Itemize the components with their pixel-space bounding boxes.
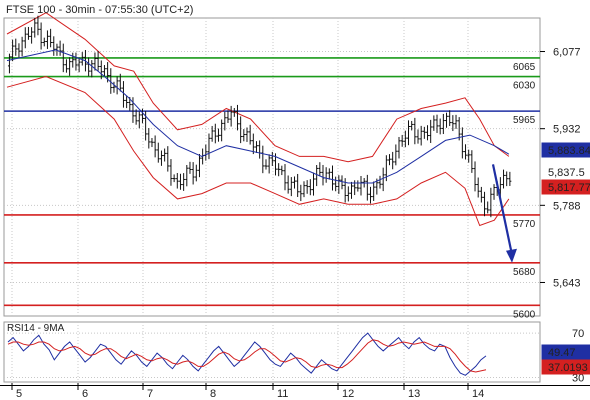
- y-tick-label: 5,643: [553, 277, 581, 289]
- rsi-ma-value-tag-text: 37.0193: [548, 362, 588, 374]
- y-tick-label: 5,788: [553, 200, 581, 212]
- level-label: 6030: [513, 81, 536, 92]
- rsi-layer: [7, 332, 487, 376]
- bollinger-price-tag-text: 5,817.77: [548, 182, 590, 194]
- ma-price-tag: 5,883.84: [541, 142, 590, 158]
- moving-average: [6, 49, 510, 184]
- rsi-value-tag-bg: [541, 344, 590, 360]
- axis-labels: 5 6 7 8 11 12 13 14 6,077 5,932 5,788 5,643 70 30: [11, 47, 584, 400]
- moving-average-line: [6, 49, 510, 184]
- levels-layer: 6065 6030 5965 5770 5680 5600: [4, 57, 540, 320]
- last-price-tag: 5,837.5: [541, 164, 590, 180]
- last-price-tag-text: 5,837.5: [548, 167, 585, 179]
- rsi-ma-value-tag-bg: [541, 359, 590, 375]
- x-tick-label: 7: [147, 388, 153, 400]
- rsi-line: [7, 332, 487, 376]
- ma-price-tag-text: 5,883.84: [548, 145, 590, 157]
- x-tick-label: 6: [82, 388, 88, 400]
- x-tick-label: 14: [472, 388, 484, 400]
- level-label: 5600: [513, 309, 536, 320]
- price-panel-frame: [3, 17, 541, 317]
- y-tick-label: 5,932: [553, 124, 581, 136]
- y-tick-label: 6,077: [553, 47, 581, 59]
- last-price-tag-bg: [541, 164, 590, 180]
- forecast-arrow-head: [506, 248, 517, 263]
- bollinger-price-tag: 5,817.77: [541, 179, 590, 195]
- x-tick-label: 11: [277, 388, 288, 400]
- ma-price-tag-bg: [541, 142, 590, 158]
- bollinger-bands: [6, 12, 510, 227]
- chart-title: FTSE 100 - 30min - 07:55:30 (UTC+2): [6, 4, 193, 16]
- bollinger-lower-line: [6, 75, 510, 227]
- level-label: 6065: [513, 62, 536, 73]
- level-label: 5770: [513, 219, 536, 230]
- price-tags: 5,883.84 5,837.5 5,817.77 49.47 37.0193: [541, 142, 590, 375]
- level-label: 5965: [513, 115, 536, 126]
- x-tick-label: 12: [342, 388, 354, 400]
- forecast-arrow-layer: [491, 164, 517, 263]
- level-label: 5680: [513, 267, 536, 278]
- x-tick-label: 13: [408, 388, 420, 400]
- forecast-arrow-shaft: [491, 164, 514, 256]
- rsi-value-tag: 49.47: [541, 344, 590, 360]
- rsi-y-tick-label: 30: [572, 373, 584, 385]
- x-tick-label: 5: [16, 388, 22, 400]
- grid-layer: [4, 18, 540, 382]
- rsi-panel-frame: [3, 321, 541, 383]
- rsi-title: RSI14 - 9MA: [7, 323, 65, 334]
- rsi-ma-line: [7, 339, 487, 373]
- rsi-y-tick-label: 70: [572, 328, 584, 340]
- bollinger-price-tag-bg: [541, 179, 590, 195]
- rsi-ma-value-tag: 37.0193: [541, 359, 590, 375]
- rsi-value-tag-text: 49.47: [548, 347, 576, 359]
- bollinger-upper-line: [6, 12, 510, 163]
- x-tick-label: 8: [210, 388, 216, 400]
